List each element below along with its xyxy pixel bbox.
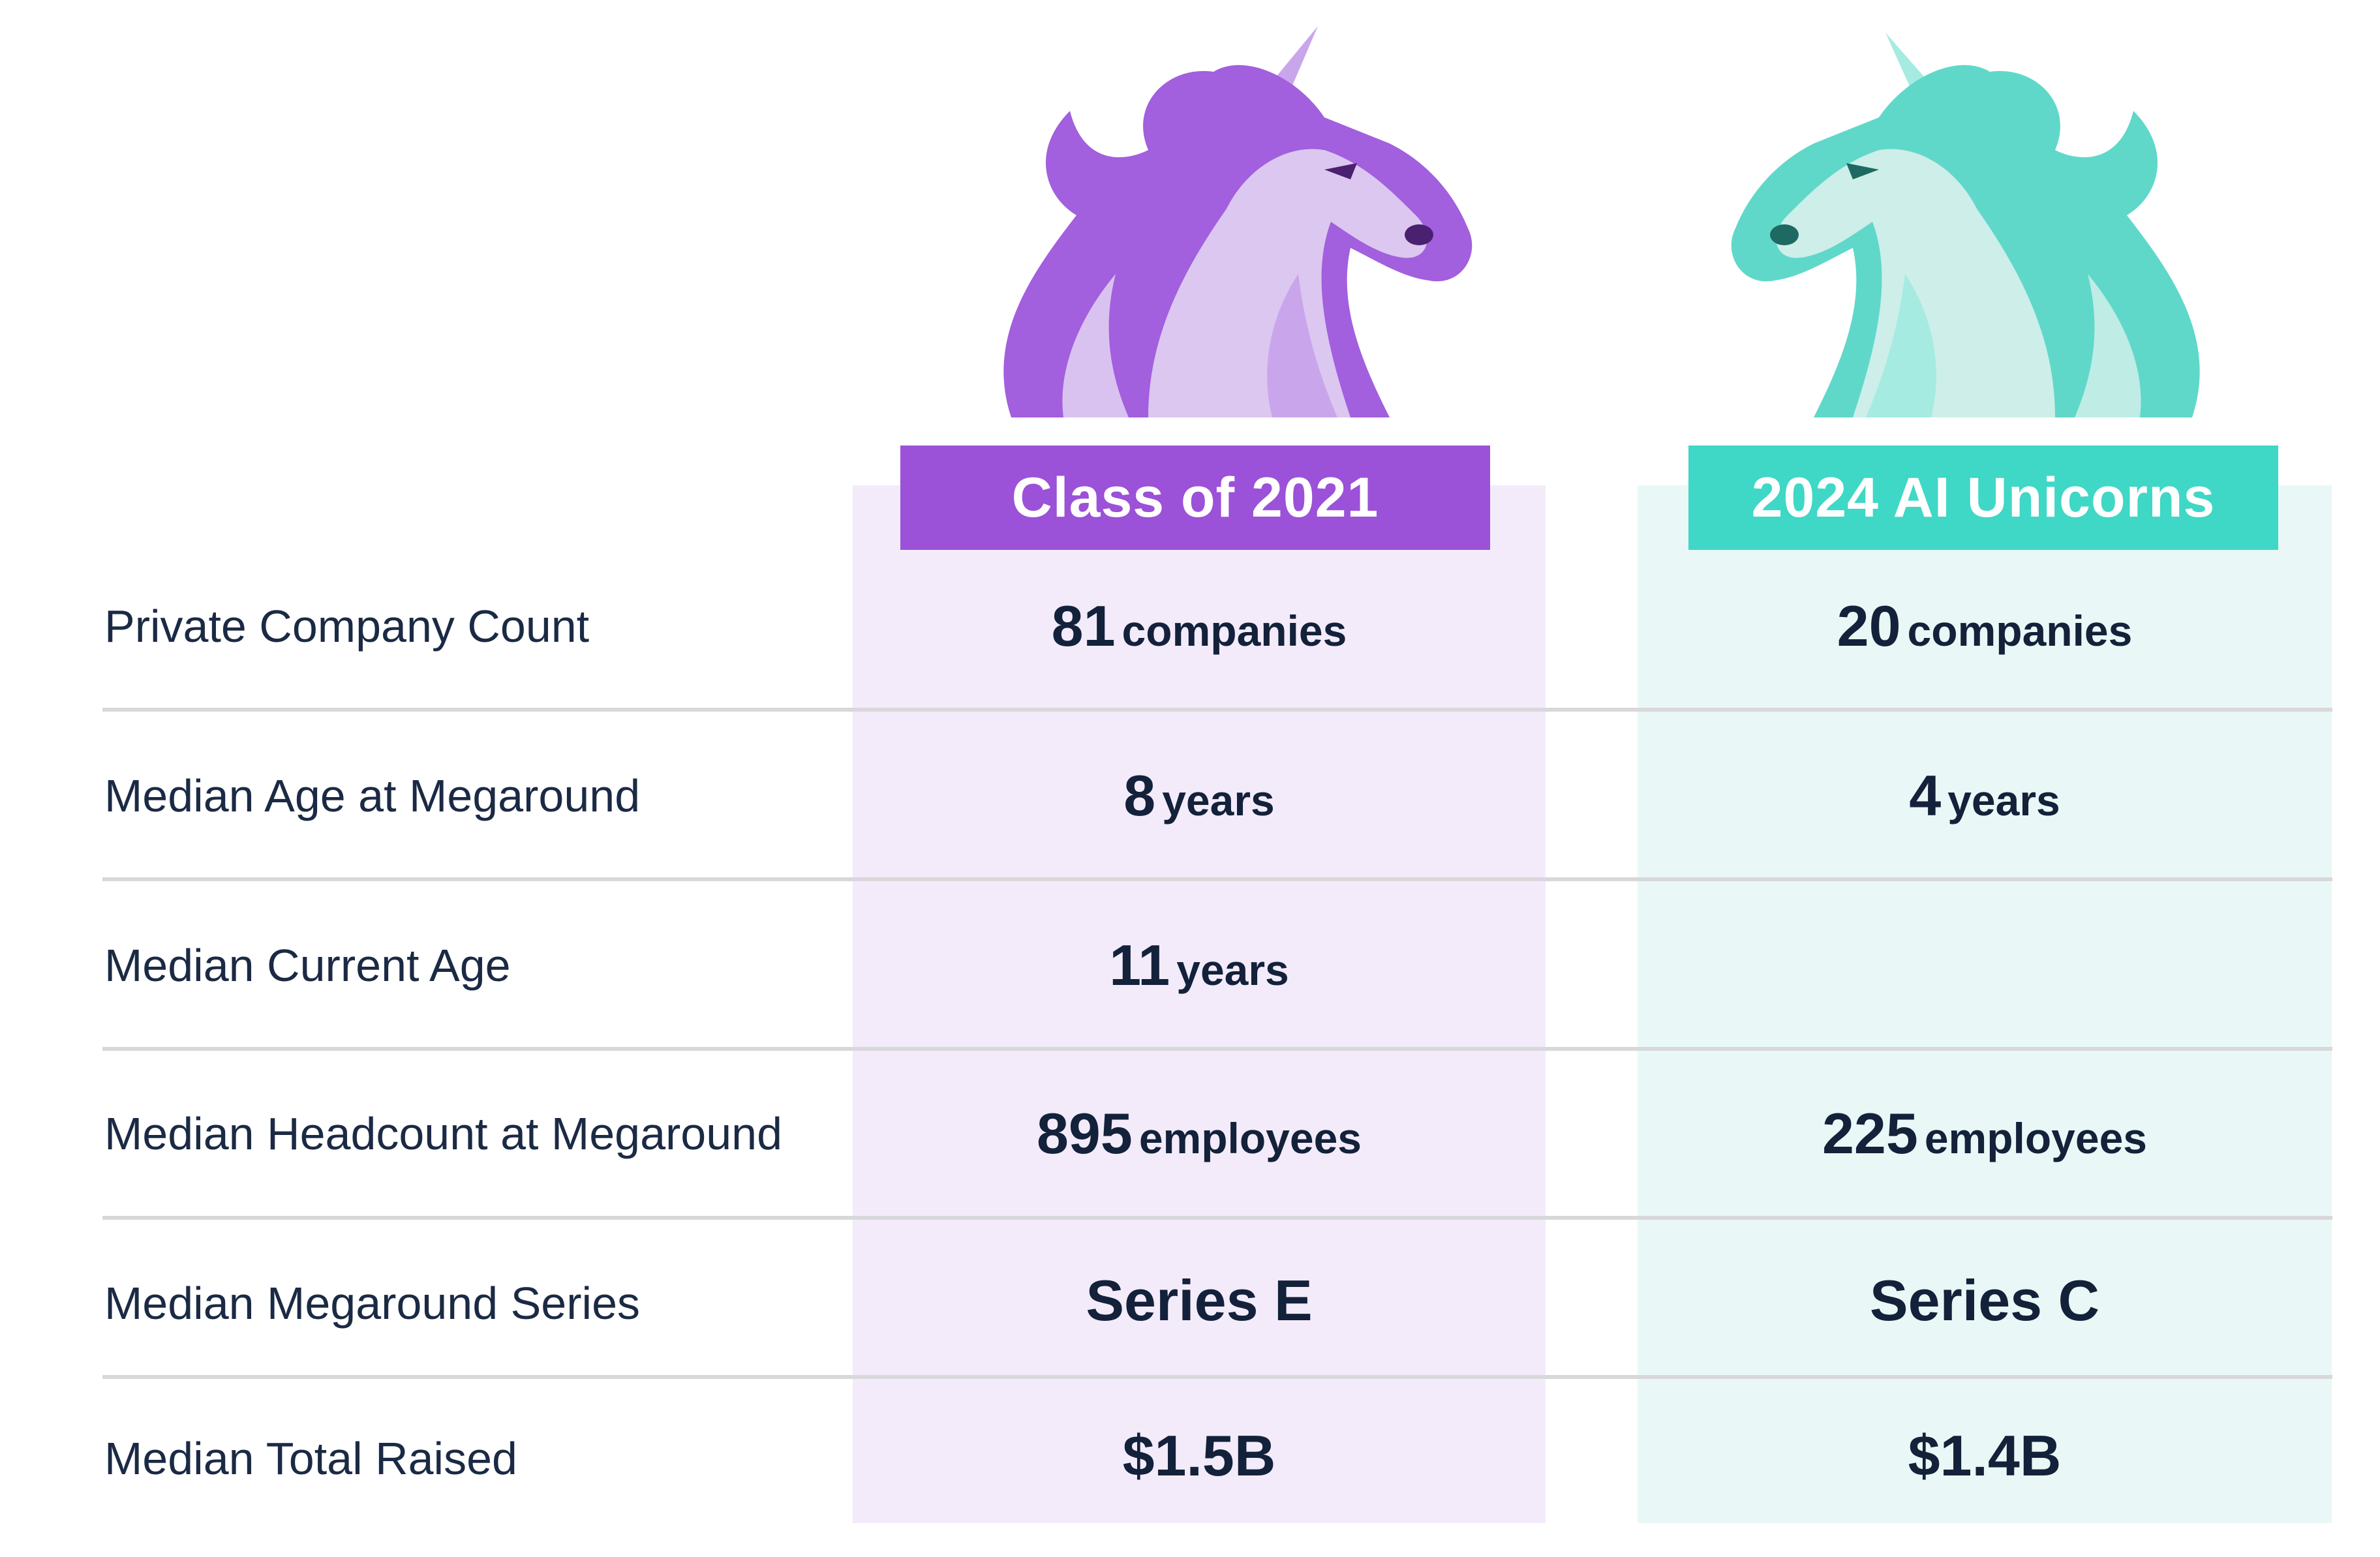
row-label-total-raised: Median Total Raised	[104, 1433, 517, 1484]
cell-2021-company-count: 81 companies	[853, 593, 1546, 659]
row-divider	[102, 708, 2332, 712]
value: 20	[1837, 594, 1901, 658]
cell-2021-total-raised: $1.5B	[853, 1423, 1546, 1489]
row-label-company-count: Private Company Count	[104, 601, 590, 652]
cell-ai-total-raised: $1.4B	[1638, 1423, 2332, 1489]
value: 225	[1822, 1101, 1918, 1166]
value: 4	[1909, 763, 1942, 828]
value: Series C	[1869, 1268, 2100, 1333]
ai-unicorns-column-background	[1638, 485, 2332, 1523]
row-divider	[102, 1047, 2332, 1051]
cell-2021-age-at-megaround: 8 years	[853, 763, 1546, 829]
row-label-current-age: Median Current Age	[104, 940, 511, 991]
row-label-headcount: Median Headcount at Megaround	[104, 1108, 783, 1159]
value: 81	[1051, 594, 1116, 658]
class-2021-header: Class of 2021	[900, 446, 1490, 550]
unicorn-head-teal-icon	[1731, 33, 2200, 418]
unit: employees	[1924, 1114, 2147, 1162]
unit: years	[1947, 776, 2060, 824]
cell-2021-current-age: 11 years	[853, 932, 1546, 999]
cell-ai-company-count: 20 companies	[1638, 593, 2332, 659]
value: Series E	[1086, 1268, 1313, 1333]
unit: employees	[1138, 1114, 1362, 1162]
row-divider	[102, 1216, 2332, 1220]
unit: years	[1176, 946, 1289, 994]
cell-ai-age-at-megaround: 4 years	[1638, 763, 2332, 829]
class-2021-header-label: Class of 2021	[1011, 466, 1379, 529]
value: 895	[1036, 1101, 1133, 1166]
cell-2021-megaround-series: Series E	[853, 1267, 1546, 1334]
value: $1.5B	[1122, 1423, 1276, 1488]
row-label-megaround-series: Median Megaround Series	[104, 1278, 641, 1329]
class-2021-column-background	[853, 485, 1546, 1523]
unit: years	[1162, 776, 1275, 824]
row-label-age-at-megaround: Median Age at Megaround	[104, 770, 641, 821]
value: 11	[1109, 933, 1170, 997]
unit: companies	[1121, 607, 1347, 655]
value: 8	[1123, 763, 1156, 828]
row-divider	[102, 877, 2332, 881]
ai-unicorns-header-label: 2024 AI Unicorns	[1751, 466, 2216, 529]
cell-ai-megaround-series: Series C	[1638, 1267, 2332, 1334]
row-divider	[102, 1375, 2332, 1379]
unicorn-head-purple-icon	[1003, 26, 1472, 418]
value: $1.4B	[1908, 1423, 2062, 1488]
unit: companies	[1907, 607, 2133, 655]
cell-ai-current-age	[1638, 932, 2332, 999]
ai-unicorns-header: 2024 AI Unicorns	[1688, 446, 2278, 550]
cell-2021-headcount: 895 employees	[853, 1100, 1546, 1167]
cell-ai-headcount: 225 employees	[1638, 1100, 2332, 1167]
